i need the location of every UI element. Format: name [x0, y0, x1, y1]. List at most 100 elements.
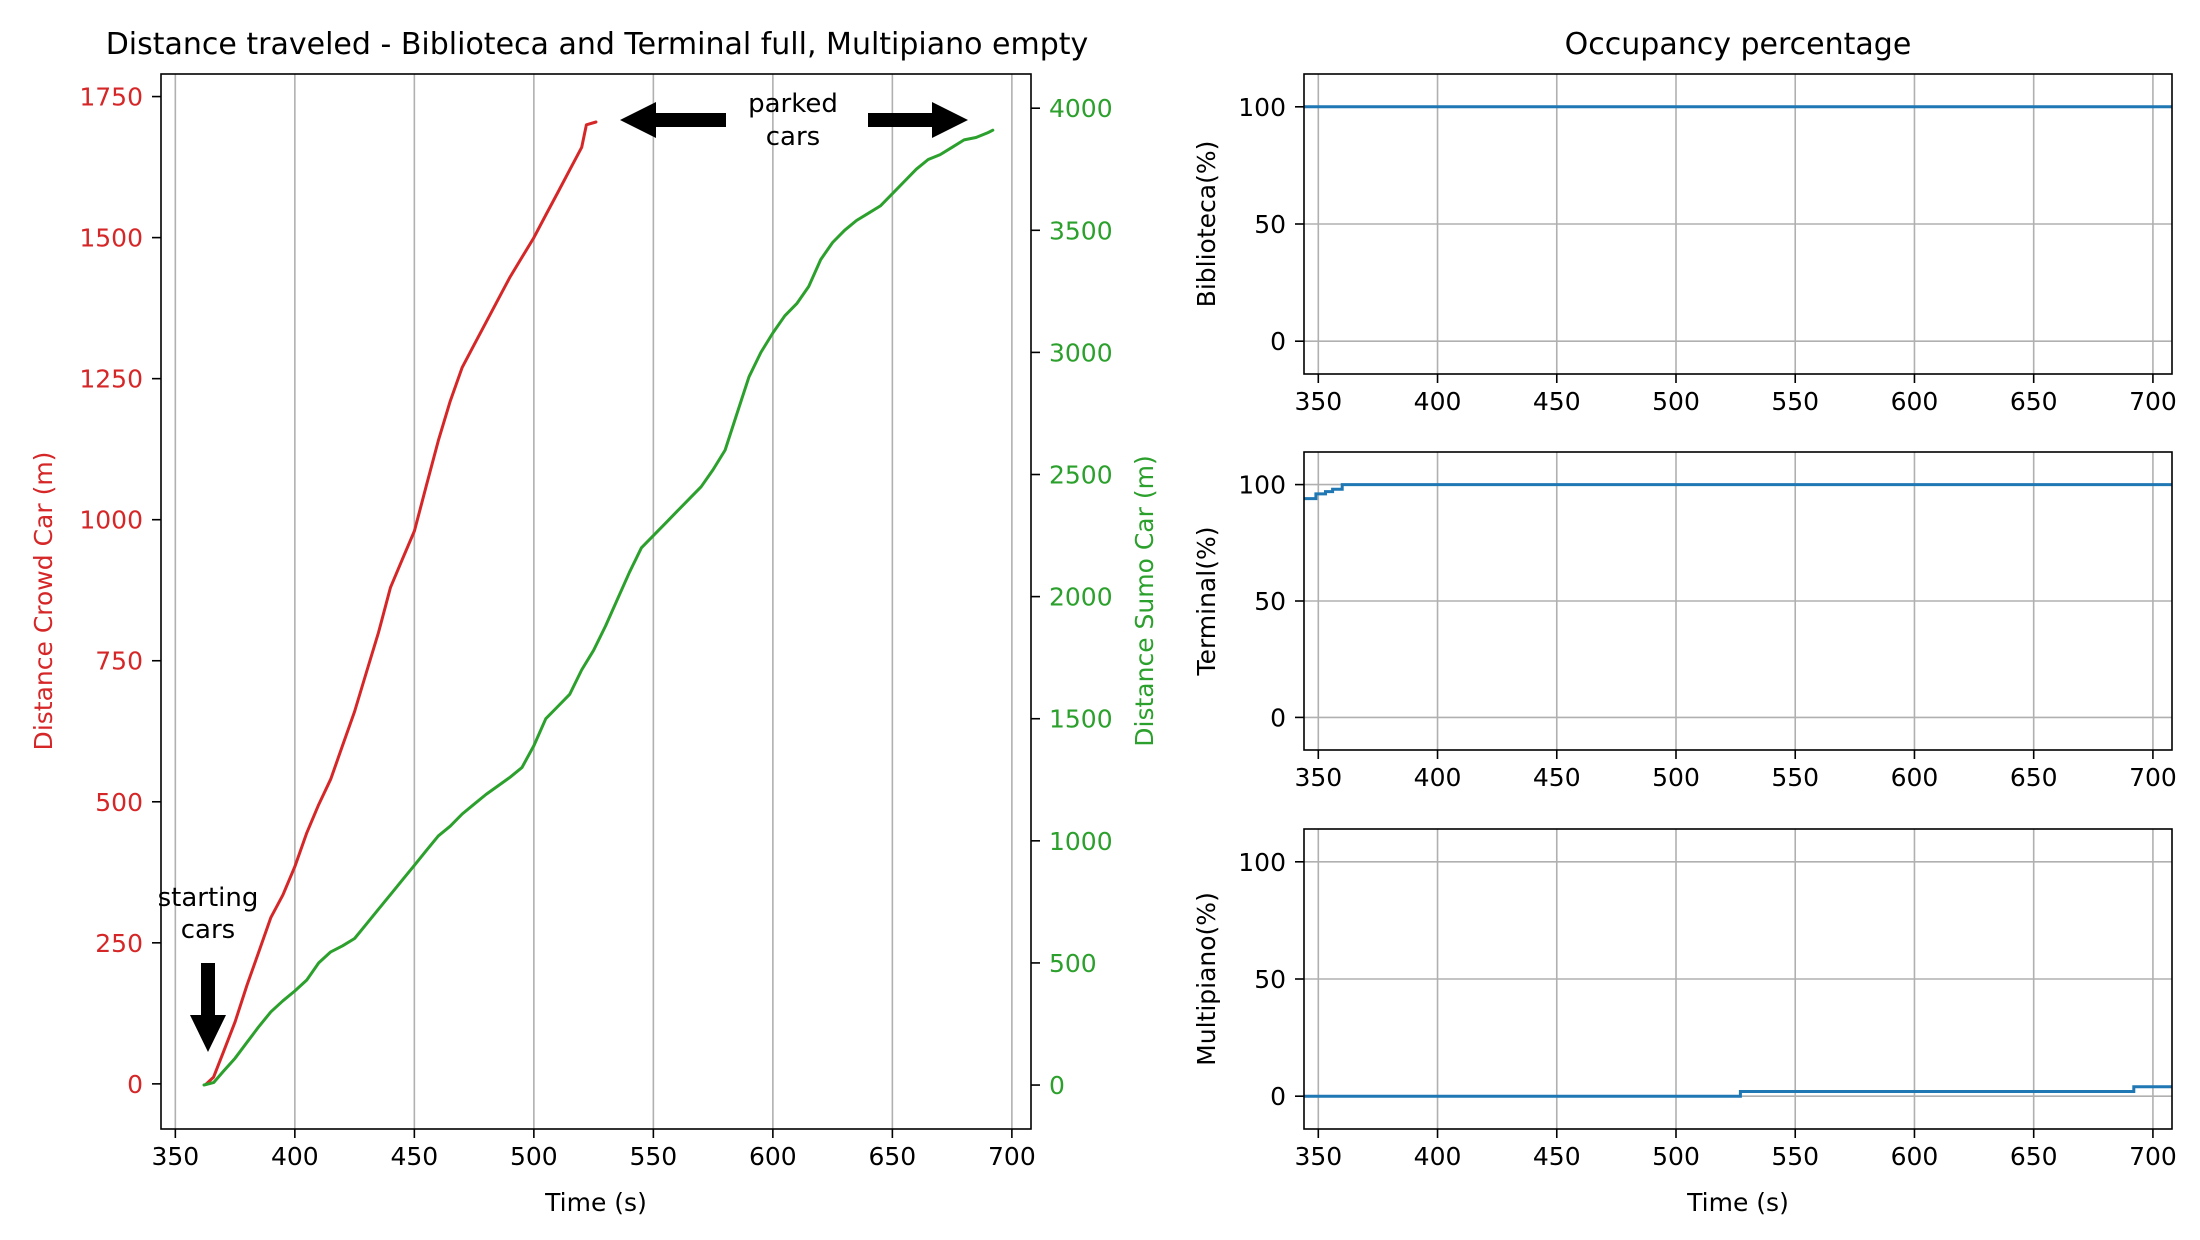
terminal-xtick-label-350: 350 — [1294, 763, 1342, 792]
multipiano-ytick-label-0: 0 — [1270, 1082, 1286, 1111]
distance-chart-series — [202, 120, 995, 1087]
multipiano-ytick-label-50: 50 — [1254, 965, 1286, 994]
multipiano-xtick-label-600: 600 — [1891, 1142, 1939, 1171]
distance-chart-frame — [160, 73, 1032, 1130]
multipiano-xtick-label-350: 350 — [1294, 1142, 1342, 1171]
terminal-panel: 350 400 450 500 550 600 650 700 0 50 100 Terminal… — [1192, 451, 2177, 792]
ytick-left-label-1750: 1750 — [79, 83, 143, 112]
biblioteca-xtick-label-700: 700 — [2129, 387, 2177, 416]
biblioteca-xticks: 350 400 450 500 550 600 650 700 — [1294, 374, 2177, 416]
multipiano-xticks: 350 400 450 500 550 600 650 700 — [1294, 1129, 2177, 1171]
distance-chart-ylabel-right: Distance Sumo Car (m) — [1130, 455, 1159, 746]
arrow-down-icon — [190, 963, 226, 1052]
ytick-right-label-4000: 4000 — [1049, 94, 1113, 123]
terminal-ytick-label-100: 100 — [1238, 471, 1286, 500]
multipiano-xtick-label-700: 700 — [2129, 1142, 2177, 1171]
biblioteca-xtick-label-650: 650 — [2010, 387, 2058, 416]
terminal-series — [1304, 483, 2172, 501]
multipiano-ytick-label-100: 100 — [1238, 848, 1286, 877]
ytick-right-label-3000: 3000 — [1049, 338, 1113, 367]
distance-chart: Distance traveled - Biblioteca and Termi… — [29, 27, 1159, 1217]
xtick-label-450: 450 — [390, 1142, 438, 1171]
ytick-right-label-0: 0 — [1049, 1071, 1065, 1100]
multipiano-xtick-label-400: 400 — [1414, 1142, 1462, 1171]
distance-chart-title: Distance traveled - Biblioteca and Termi… — [106, 27, 1089, 62]
ytick-right-label-2000: 2000 — [1049, 583, 1113, 612]
arrow-right-icon — [868, 102, 968, 138]
annotation-starting-cars: starting cars — [158, 883, 259, 1052]
biblioteca-xtick-label-550: 550 — [1771, 387, 1819, 416]
biblioteca-xtick-label-600: 600 — [1891, 387, 1939, 416]
terminal-xtick-label-450: 450 — [1533, 763, 1581, 792]
ytick-left-label-500: 500 — [95, 788, 143, 817]
series-line-crowd-car — [204, 120, 598, 1086]
terminal-xtick-label-550: 550 — [1771, 763, 1819, 792]
biblioteca-ytick-label-0: 0 — [1270, 327, 1286, 356]
terminal-yticks: 0 50 100 — [1238, 471, 1304, 732]
xtick-label-350: 350 — [151, 1142, 199, 1171]
biblioteca-ylabel: Biblioteca(%) — [1192, 141, 1221, 308]
ytick-right-label-500: 500 — [1049, 949, 1097, 978]
xtick-label-650: 650 — [869, 1142, 917, 1171]
xtick-label-400: 400 — [271, 1142, 319, 1171]
distance-chart-yticks-left: 0 250 500 750 1000 1250 1500 1750 — [79, 83, 161, 1099]
xtick-label-700: 700 — [988, 1142, 1036, 1171]
terminal-xticks: 350 400 450 500 550 600 650 700 — [1294, 750, 2177, 792]
ytick-right-label-3500: 3500 — [1049, 216, 1113, 245]
ytick-left-label-1000: 1000 — [79, 506, 143, 535]
ytick-left-label-1250: 1250 — [79, 365, 143, 394]
multipiano-occupancy-line — [1304, 1085, 2172, 1098]
terminal-xtick-label-400: 400 — [1414, 763, 1462, 792]
multipiano-ylabel: Multipiano(%) — [1192, 892, 1221, 1066]
xtick-label-500: 500 — [510, 1142, 558, 1171]
distance-chart-ylabel-left: Distance Crowd Car (m) — [29, 452, 58, 751]
multipiano-xlabel: Time (s) — [1686, 1188, 1789, 1217]
occupancy-title: Occupancy percentage — [1565, 27, 1912, 62]
terminal-occupancy-line — [1304, 483, 2172, 501]
terminal-ylabel: Terminal(%) — [1192, 527, 1221, 677]
terminal-xtick-label-500: 500 — [1652, 763, 1700, 792]
series-line-sumo-car — [202, 128, 995, 1087]
multipiano-xtick-label-500: 500 — [1652, 1142, 1700, 1171]
terminal-ytick-label-0: 0 — [1270, 703, 1286, 732]
biblioteca-xtick-label-450: 450 — [1533, 387, 1581, 416]
biblioteca-ytick-label-100: 100 — [1238, 93, 1286, 122]
multipiano-xtick-label-650: 650 — [2010, 1142, 2058, 1171]
distance-chart-xlabel: Time (s) — [544, 1188, 647, 1217]
multipiano-yticks: 0 50 100 — [1238, 848, 1304, 1111]
annotation-starting-cars-line2: cars — [181, 915, 235, 945]
distance-chart-xticks: 350 400 450 500 550 600 650 700 — [151, 1129, 1036, 1171]
ytick-left-label-1500: 1500 — [79, 224, 143, 253]
distance-chart-grid — [174, 74, 1013, 1129]
xtick-label-600: 600 — [749, 1142, 797, 1171]
biblioteca-xtick-label-400: 400 — [1414, 387, 1462, 416]
xtick-label-550: 550 — [630, 1142, 678, 1171]
ytick-left-label-750: 750 — [95, 647, 143, 676]
annotation-parked-cars-line1: parked — [748, 89, 838, 119]
arrow-left-icon — [620, 102, 726, 138]
annotation-starting-cars-line1: starting — [158, 883, 259, 913]
terminal-xtick-label-600: 600 — [1891, 763, 1939, 792]
annotation-parked-cars: parked cars — [620, 89, 968, 152]
biblioteca-xtick-label-500: 500 — [1652, 387, 1700, 416]
terminal-xtick-label-650: 650 — [2010, 763, 2058, 792]
ytick-left-label-250: 250 — [95, 929, 143, 958]
biblioteca-panel: 350 400 450 500 550 600 650 700 0 50 100 Bibliote… — [1192, 73, 2177, 416]
multipiano-xtick-label-450: 450 — [1533, 1142, 1581, 1171]
multipiano-xtick-label-550: 550 — [1771, 1142, 1819, 1171]
terminal-xtick-label-700: 700 — [2129, 763, 2177, 792]
terminal-ytick-label-50: 50 — [1254, 587, 1286, 616]
biblioteca-ytick-label-50: 50 — [1254, 210, 1286, 239]
biblioteca-yticks: 0 50 100 — [1238, 93, 1304, 356]
multipiano-panel: 350 400 450 500 550 600 650 700 0 50 100 Multipia… — [1192, 828, 2177, 1217]
ytick-left-label-0: 0 — [127, 1070, 143, 1099]
ytick-right-label-1000: 1000 — [1049, 827, 1113, 856]
ytick-right-label-2500: 2500 — [1049, 461, 1113, 490]
ytick-right-label-1500: 1500 — [1049, 705, 1113, 734]
biblioteca-xtick-label-350: 350 — [1294, 387, 1342, 416]
distance-chart-yticks-right: 0 500 1000 1500 2000 2500 3000 3500 4000 — [1031, 94, 1113, 1100]
annotation-parked-cars-line2: cars — [766, 122, 820, 152]
multipiano-series — [1304, 1085, 2172, 1098]
